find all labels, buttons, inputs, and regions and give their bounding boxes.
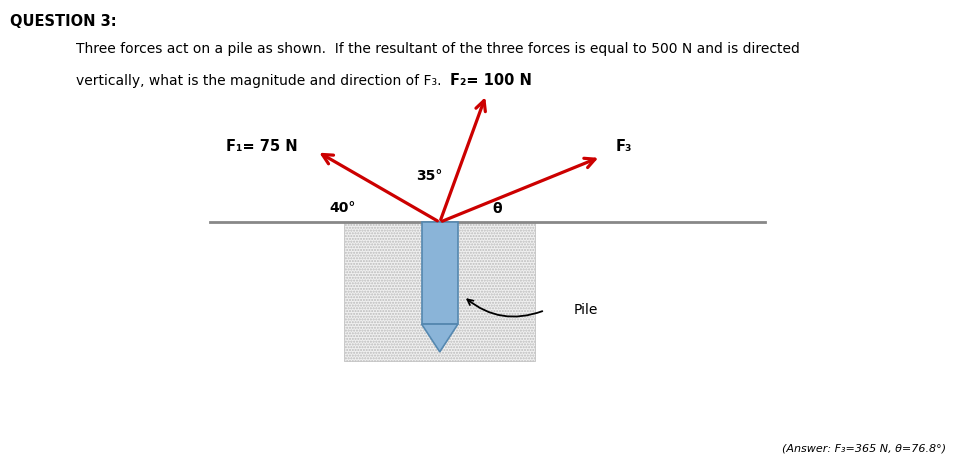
- Text: 40°: 40°: [330, 201, 357, 215]
- Text: F₁= 75 N: F₁= 75 N: [227, 139, 297, 154]
- Text: 35°: 35°: [416, 169, 443, 183]
- Text: F₂= 100 N: F₂= 100 N: [450, 73, 532, 88]
- Text: θ: θ: [492, 202, 502, 216]
- Text: F₃: F₃: [616, 139, 632, 155]
- Text: Three forces act on a pile as shown.  If the resultant of the three forces is eq: Three forces act on a pile as shown. If …: [76, 42, 800, 56]
- Text: vertically, what is the magnitude and direction of F₃.: vertically, what is the magnitude and di…: [76, 74, 442, 88]
- Polygon shape: [344, 222, 535, 361]
- Polygon shape: [422, 324, 458, 352]
- Text: Pile: Pile: [574, 303, 598, 317]
- Polygon shape: [422, 222, 458, 324]
- Text: QUESTION 3:: QUESTION 3:: [10, 14, 117, 29]
- Text: (Answer: F₃=365 N, θ=76.8°): (Answer: F₃=365 N, θ=76.8°): [782, 444, 946, 454]
